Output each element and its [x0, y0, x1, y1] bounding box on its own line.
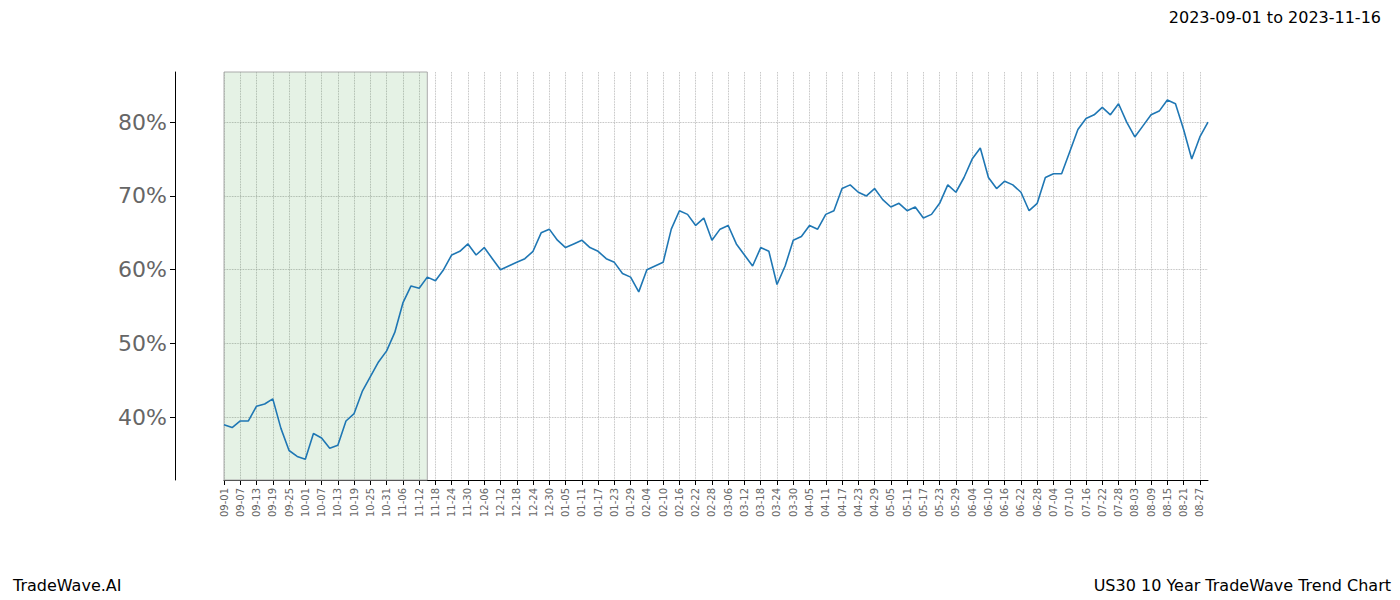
svg-text:02-04: 02-04 [641, 488, 652, 517]
svg-text:09-13: 09-13 [251, 488, 262, 517]
svg-text:09-07: 09-07 [235, 488, 246, 517]
svg-text:05-11: 05-11 [902, 488, 913, 517]
svg-text:08-09: 08-09 [1146, 488, 1157, 517]
svg-text:06-04: 06-04 [967, 488, 978, 517]
svg-text:05-23: 05-23 [934, 488, 945, 517]
svg-text:07-22: 07-22 [1097, 488, 1108, 517]
svg-text:80%: 80% [118, 110, 167, 135]
svg-text:02-16: 02-16 [674, 488, 685, 517]
svg-text:02-22: 02-22 [690, 488, 701, 517]
svg-text:03-12: 03-12 [739, 488, 750, 517]
svg-text:US30 10 Year TradeWave Trend C: US30 10 Year TradeWave Trend Chart [1094, 576, 1391, 595]
svg-text:70%: 70% [118, 183, 167, 208]
svg-text:04-05: 04-05 [804, 488, 815, 517]
svg-text:50%: 50% [118, 331, 167, 356]
svg-text:01-17: 01-17 [593, 488, 604, 517]
svg-text:10-19: 10-19 [349, 488, 360, 517]
svg-text:11-18: 11-18 [430, 488, 441, 517]
svg-text:11-24: 11-24 [446, 488, 457, 517]
svg-text:09-25: 09-25 [284, 488, 295, 517]
svg-text:06-28: 06-28 [1032, 488, 1043, 517]
svg-text:07-28: 07-28 [1113, 488, 1124, 517]
svg-text:05-29: 05-29 [950, 488, 961, 517]
svg-text:TradeWave.AI: TradeWave.AI [12, 576, 121, 595]
svg-text:02-28: 02-28 [706, 488, 717, 517]
svg-text:10-31: 10-31 [381, 488, 392, 517]
svg-text:03-06: 03-06 [723, 488, 734, 517]
svg-text:40%: 40% [118, 405, 167, 430]
svg-text:07-16: 07-16 [1081, 488, 1092, 517]
svg-text:12-18: 12-18 [511, 488, 522, 517]
svg-text:05-05: 05-05 [885, 488, 896, 517]
svg-text:08-15: 08-15 [1162, 488, 1173, 517]
svg-text:07-10: 07-10 [1064, 488, 1075, 517]
svg-text:08-27: 08-27 [1194, 488, 1205, 517]
svg-text:08-03: 08-03 [1129, 488, 1140, 517]
svg-text:12-06: 12-06 [479, 488, 490, 517]
svg-text:03-18: 03-18 [755, 488, 766, 517]
svg-text:06-16: 06-16 [999, 488, 1010, 517]
svg-text:04-23: 04-23 [853, 488, 864, 517]
svg-text:01-23: 01-23 [609, 488, 620, 517]
svg-text:03-30: 03-30 [788, 488, 799, 517]
svg-text:10-07: 10-07 [316, 488, 327, 517]
svg-text:01-05: 01-05 [560, 488, 571, 517]
svg-text:06-10: 06-10 [983, 488, 994, 517]
svg-text:08-21: 08-21 [1178, 488, 1189, 517]
svg-text:11-30: 11-30 [462, 488, 473, 517]
svg-text:10-01: 10-01 [300, 488, 311, 517]
svg-text:12-30: 12-30 [544, 488, 555, 517]
svg-text:06-22: 06-22 [1015, 488, 1026, 517]
svg-text:07-04: 07-04 [1048, 488, 1059, 517]
svg-text:03-24: 03-24 [771, 488, 782, 517]
svg-text:12-24: 12-24 [528, 488, 539, 517]
svg-text:04-17: 04-17 [837, 488, 848, 517]
svg-text:04-11: 04-11 [820, 488, 831, 517]
svg-text:2023-09-01 to 2023-11-16: 2023-09-01 to 2023-11-16 [1169, 8, 1381, 27]
svg-text:12-12: 12-12 [495, 488, 506, 517]
svg-text:01-11: 01-11 [576, 488, 587, 517]
svg-text:02-10: 02-10 [658, 488, 669, 517]
svg-text:01-29: 01-29 [625, 488, 636, 517]
svg-text:11-06: 11-06 [397, 488, 408, 517]
svg-text:11-12: 11-12 [414, 488, 425, 517]
svg-text:60%: 60% [118, 257, 167, 282]
svg-text:09-01: 09-01 [219, 488, 230, 517]
svg-text:04-29: 04-29 [869, 488, 880, 517]
svg-text:10-25: 10-25 [365, 488, 376, 517]
svg-text:09-19: 09-19 [267, 488, 278, 517]
svg-text:10-13: 10-13 [332, 488, 343, 517]
svg-text:05-17: 05-17 [918, 488, 929, 517]
